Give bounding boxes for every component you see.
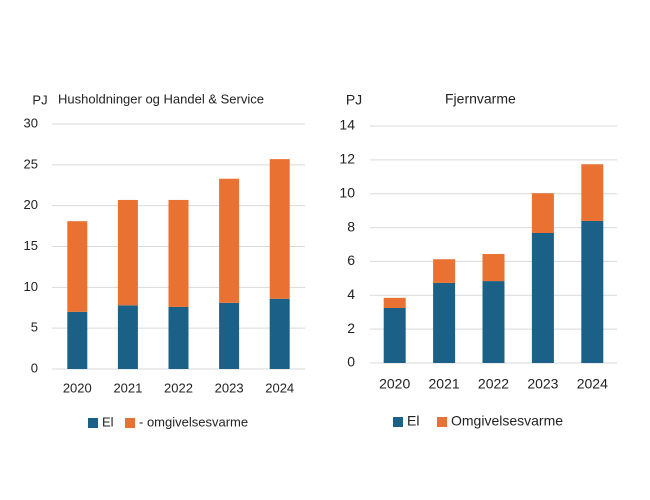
bar [269, 298, 290, 369]
y-tick-label: 6 [347, 252, 355, 268]
y-axis-label: PJ [346, 92, 362, 108]
bar [168, 199, 189, 307]
legend-label: - omgivelsesvarme [139, 414, 248, 429]
x-tick-label: 2024 [577, 376, 608, 392]
legend-swatch [393, 417, 403, 427]
x-tick-label: 2020 [63, 380, 92, 395]
x-tick-label: 2020 [379, 376, 410, 392]
x-tick-label: 2022 [478, 376, 509, 392]
y-tick-label: 14 [339, 117, 355, 133]
x-tick-label: 2023 [527, 376, 558, 392]
bar [581, 220, 604, 363]
y-tick-label: 0 [31, 360, 38, 375]
x-tick-label: 2022 [164, 380, 193, 395]
y-tick-label: 10 [339, 184, 355, 200]
bar [168, 306, 189, 369]
bar [117, 305, 138, 369]
bar [581, 164, 604, 221]
x-tick-label: 2024 [265, 380, 294, 395]
chart-title: Fjernvarme [445, 91, 516, 107]
y-tick-label: 12 [339, 151, 355, 167]
y-tick-label: 10 [24, 279, 38, 294]
bar [482, 253, 505, 282]
bar [531, 193, 554, 233]
bar [67, 221, 88, 312]
bar [117, 199, 138, 306]
bar [383, 297, 406, 308]
bar [433, 259, 456, 283]
y-tick-label: 30 [24, 115, 38, 130]
y-tick-label: 15 [24, 238, 38, 253]
bar [531, 232, 554, 363]
legend-label: Omgivelsesvarme [451, 413, 563, 429]
legend-label: El [102, 414, 114, 429]
legend-swatch [437, 417, 447, 427]
y-tick-label: 0 [347, 354, 355, 370]
bar [219, 302, 240, 369]
chart-title: Husholdninger og Handel & Service [58, 91, 264, 106]
y-tick-label: 2 [347, 320, 355, 336]
y-tick-label: 8 [347, 218, 355, 234]
x-tick-label: 2021 [113, 380, 142, 395]
y-axis-label: PJ [32, 92, 47, 107]
legend-swatch [125, 418, 135, 428]
y-tick-label: 5 [31, 320, 38, 335]
x-tick-label: 2021 [429, 376, 460, 392]
x-tick-label: 2023 [215, 380, 244, 395]
bar [219, 178, 240, 303]
y-tick-label: 4 [347, 286, 355, 302]
legend-label: El [407, 413, 419, 429]
bar [67, 311, 88, 369]
y-tick-label: 20 [24, 197, 38, 212]
bar [433, 282, 456, 363]
bar [269, 159, 290, 299]
bar [482, 281, 505, 363]
legend-swatch [88, 418, 98, 428]
y-tick-label: 25 [24, 156, 38, 171]
bar [383, 307, 406, 363]
